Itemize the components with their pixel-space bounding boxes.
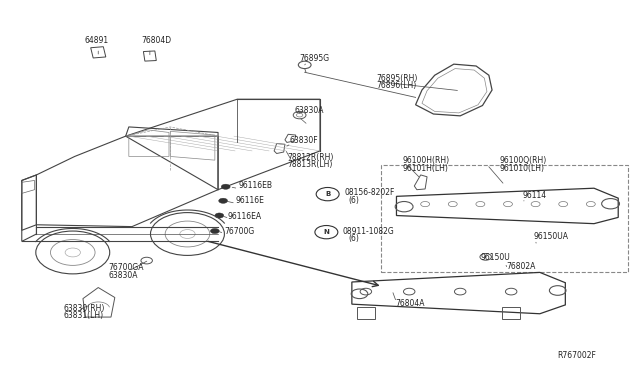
Text: (6): (6) <box>349 234 360 243</box>
Text: 63830(RH): 63830(RH) <box>64 304 105 313</box>
Circle shape <box>221 184 230 189</box>
Text: R767002F: R767002F <box>557 350 596 360</box>
Text: 63830A: 63830A <box>108 271 138 280</box>
Text: 76895G: 76895G <box>300 54 330 63</box>
Text: 96101H(LH): 96101H(LH) <box>403 164 449 173</box>
Text: 76700G: 76700G <box>225 227 255 235</box>
Text: 63830F: 63830F <box>289 137 318 145</box>
Text: 96114: 96114 <box>523 191 547 200</box>
Text: 96116EA: 96116EA <box>228 212 262 221</box>
Text: 96100H(RH): 96100H(RH) <box>403 156 450 166</box>
Text: 63831(LH): 63831(LH) <box>64 311 104 320</box>
Text: 96150UA: 96150UA <box>534 232 568 241</box>
Text: 76804A: 76804A <box>395 299 425 308</box>
Text: 08911-1082G: 08911-1082G <box>342 227 394 235</box>
Text: 76802A: 76802A <box>506 262 536 271</box>
Text: 76895(RH): 76895(RH) <box>376 74 417 83</box>
Text: 64891: 64891 <box>84 36 108 45</box>
Circle shape <box>211 228 220 234</box>
Text: 96116E: 96116E <box>236 196 265 205</box>
Text: (6): (6) <box>349 196 360 205</box>
Text: 08156-8202F: 08156-8202F <box>344 188 395 197</box>
Text: N: N <box>323 229 330 235</box>
Text: 96100Q(RH): 96100Q(RH) <box>500 156 547 166</box>
Circle shape <box>219 198 228 203</box>
Text: 76804D: 76804D <box>141 36 172 45</box>
Text: B: B <box>325 191 330 197</box>
Text: 63830A: 63830A <box>294 106 324 115</box>
Text: 961010(LH): 961010(LH) <box>500 164 545 173</box>
Text: 76700GA: 76700GA <box>108 263 144 272</box>
Text: 78812R(RH): 78812R(RH) <box>287 153 333 162</box>
Text: 76896(LH): 76896(LH) <box>376 81 417 90</box>
Circle shape <box>215 213 224 218</box>
Text: 78813R(LH): 78813R(LH) <box>287 160 332 169</box>
Text: 96150U: 96150U <box>481 253 510 263</box>
Text: 96116EB: 96116EB <box>239 182 273 190</box>
